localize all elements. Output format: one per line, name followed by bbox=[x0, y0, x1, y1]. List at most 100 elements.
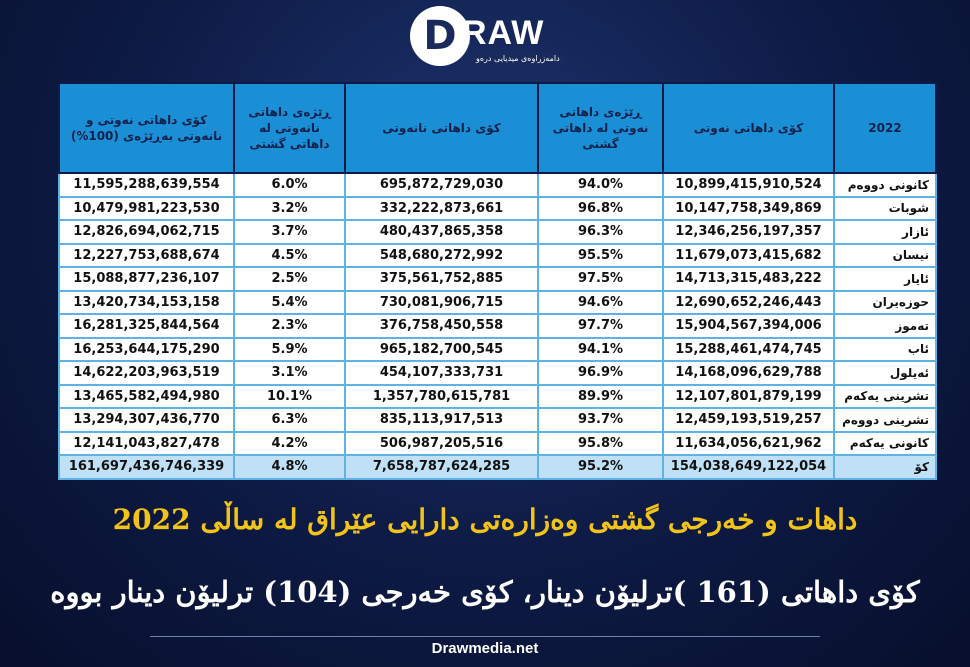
logo: D RAW دامەزراوەی میدیایی درەو bbox=[410, 6, 600, 68]
footer: Drawmedia.net bbox=[431, 640, 539, 657]
value-cell: 13,294,307,436,770 bbox=[58, 407, 235, 433]
logo-badge: D bbox=[410, 6, 470, 66]
value-cell: 89.9% bbox=[537, 383, 664, 409]
value-cell: 695,872,729,030 bbox=[344, 172, 539, 198]
table-row: تەموز 15,904,567,394,006 97.7% 376,758,450,… bbox=[58, 313, 937, 339]
logo-tagline: دامەزراوەی میدیایی درەو bbox=[472, 54, 564, 63]
value-cell: 6.3% bbox=[233, 407, 346, 433]
month-cell: نیسان bbox=[833, 242, 937, 268]
value-cell: 14,713,315,483,222 bbox=[662, 266, 835, 292]
month-cell: تشرینی دووەم bbox=[833, 407, 937, 433]
logo-word: RAW bbox=[462, 14, 545, 52]
column-header: کۆی داهاتی نانەوتی bbox=[344, 82, 539, 174]
value-cell: 480,437,865,358 bbox=[344, 219, 539, 245]
month-cell: کۆ bbox=[833, 454, 937, 480]
value-cell: 3.1% bbox=[233, 360, 346, 386]
value-cell: 12,690,652,246,443 bbox=[662, 289, 835, 315]
table-row: کانونی یەکەم 11,634,056,621,962 95.8% 506,9… bbox=[58, 430, 937, 456]
month-cell: ئازار bbox=[833, 219, 937, 245]
value-cell: 375,561,752,885 bbox=[344, 266, 539, 292]
value-cell: 12,227,753,688,674 bbox=[58, 242, 235, 268]
value-cell: 4.5% bbox=[233, 242, 346, 268]
column-header: کۆی داهاتی نەوتی bbox=[662, 82, 835, 174]
subtitle: کۆی داهاتی (161 )ترلیۆن دینار، کۆی خەرجی… bbox=[50, 575, 920, 609]
value-cell: 4.2% bbox=[233, 430, 346, 456]
value-cell: 96.9% bbox=[537, 360, 664, 386]
value-cell: 161,697,436,746,339 bbox=[58, 454, 235, 480]
table-body: کانونی دووەم 10,899,415,910,524 94.0% 695,8… bbox=[58, 172, 937, 480]
title: داهات و خەرجی گشتی وەزارەتی دارایی عێراق… bbox=[112, 503, 858, 536]
value-cell: 94.6% bbox=[537, 289, 664, 315]
value-cell: 93.7% bbox=[537, 407, 664, 433]
month-cell: حوزەیران bbox=[833, 289, 937, 315]
value-cell: 376,758,450,558 bbox=[344, 313, 539, 339]
column-header: کۆی داهاتی نەوتی و نانەوتی بەڕێژەی (100%… bbox=[58, 82, 235, 174]
value-cell: 730,081,906,715 bbox=[344, 289, 539, 315]
month-cell: ئایار bbox=[833, 266, 937, 292]
value-cell: 94.0% bbox=[537, 172, 664, 198]
value-cell: 4.8% bbox=[233, 454, 346, 480]
value-cell: 95.2% bbox=[537, 454, 664, 480]
value-cell: 965,182,700,545 bbox=[344, 336, 539, 362]
month-cell: تەموز bbox=[833, 313, 937, 339]
month-cell: ئەیلول bbox=[833, 360, 937, 386]
value-cell: 16,281,325,844,564 bbox=[58, 313, 235, 339]
value-cell: 15,288,461,474,745 bbox=[662, 336, 835, 362]
value-cell: 11,679,073,415,682 bbox=[662, 242, 835, 268]
table-row: حوزەیران 12,690,652,246,443 94.6% 730,081,9… bbox=[58, 289, 937, 315]
value-cell: 506,987,205,516 bbox=[344, 430, 539, 456]
value-cell: 11,595,288,639,554 bbox=[58, 172, 235, 198]
month-cell: شوبات bbox=[833, 195, 937, 221]
table-row: ئازار 12,346,256,197,357 96.3% 480,437,865,… bbox=[58, 219, 937, 245]
value-cell: 12,826,694,062,715 bbox=[58, 219, 235, 245]
table-row: نیسان 11,679,073,415,682 95.5% 548,680,272,… bbox=[58, 242, 937, 268]
month-cell: کانونی یەکەم bbox=[833, 430, 937, 456]
value-cell: 13,465,582,494,980 bbox=[58, 383, 235, 409]
value-cell: 2.3% bbox=[233, 313, 346, 339]
value-cell: 14,622,203,963,519 bbox=[58, 360, 235, 386]
value-cell: 13,420,734,153,158 bbox=[58, 289, 235, 315]
value-cell: 94.1% bbox=[537, 336, 664, 362]
value-cell: 97.5% bbox=[537, 266, 664, 292]
value-cell: 1,357,780,615,781 bbox=[344, 383, 539, 409]
value-cell: 7,658,787,624,285 bbox=[344, 454, 539, 480]
value-cell: 12,141,043,827,478 bbox=[58, 430, 235, 456]
month-cell: کانونی دووەم bbox=[833, 172, 937, 198]
value-cell: 14,168,096,629,788 bbox=[662, 360, 835, 386]
table-row: تشرینی دووەم 12,459,193,519,257 93.7% 835,1… bbox=[58, 407, 937, 433]
value-cell: 454,107,333,731 bbox=[344, 360, 539, 386]
table-row: ئەیلول 14,168,096,629,788 96.9% 454,107,333… bbox=[58, 360, 937, 386]
total-row: کۆ 154,038,649,122,054 95.2% 7,658,787,624,… bbox=[58, 454, 937, 480]
table-row: شوبات 10,147,758,349,869 96.8% 332,222,873,… bbox=[58, 195, 937, 221]
value-cell: 3.7% bbox=[233, 219, 346, 245]
value-cell: 15,904,567,394,006 bbox=[662, 313, 835, 339]
value-cell: 12,346,256,197,357 bbox=[662, 219, 835, 245]
value-cell: 2.5% bbox=[233, 266, 346, 292]
value-cell: 16,253,644,175,290 bbox=[58, 336, 235, 362]
value-cell: 10,147,758,349,869 bbox=[662, 195, 835, 221]
value-cell: 548,680,272,992 bbox=[344, 242, 539, 268]
column-header: ڕێژەی داهاتی نەوتی لە داهاتی گشتی bbox=[537, 82, 664, 174]
revenue-table: 2022 کۆی داهاتی نەوتی ڕێژەی داهاتی نەوتی ل… bbox=[58, 82, 937, 480]
month-cell: ئاب bbox=[833, 336, 937, 362]
table-row: ئاب 15,288,461,474,745 94.1% 965,182,700,54… bbox=[58, 336, 937, 362]
value-cell: 15,088,877,236,107 bbox=[58, 266, 235, 292]
value-cell: 10,899,415,910,524 bbox=[662, 172, 835, 198]
value-cell: 5.9% bbox=[233, 336, 346, 362]
footer-rule bbox=[150, 636, 820, 637]
value-cell: 96.8% bbox=[537, 195, 664, 221]
value-cell: 835,113,917,513 bbox=[344, 407, 539, 433]
value-cell: 10.1% bbox=[233, 383, 346, 409]
value-cell: 3.2% bbox=[233, 195, 346, 221]
value-cell: 96.3% bbox=[537, 219, 664, 245]
value-cell: 12,459,193,519,257 bbox=[662, 407, 835, 433]
table-row: ئایار 14,713,315,483,222 97.5% 375,561,752,… bbox=[58, 266, 937, 292]
month-cell: تشرینی یەکەم bbox=[833, 383, 937, 409]
value-cell: 5.4% bbox=[233, 289, 346, 315]
column-header: ڕێژەی داهاتی نانەوتی لە داهاتی گشتی bbox=[233, 82, 346, 174]
value-cell: 332,222,873,661 bbox=[344, 195, 539, 221]
table-row: تشرینی یەکەم 12,107,801,879,199 89.9% 1,357… bbox=[58, 383, 937, 409]
value-cell: 97.7% bbox=[537, 313, 664, 339]
value-cell: 12,107,801,879,199 bbox=[662, 383, 835, 409]
